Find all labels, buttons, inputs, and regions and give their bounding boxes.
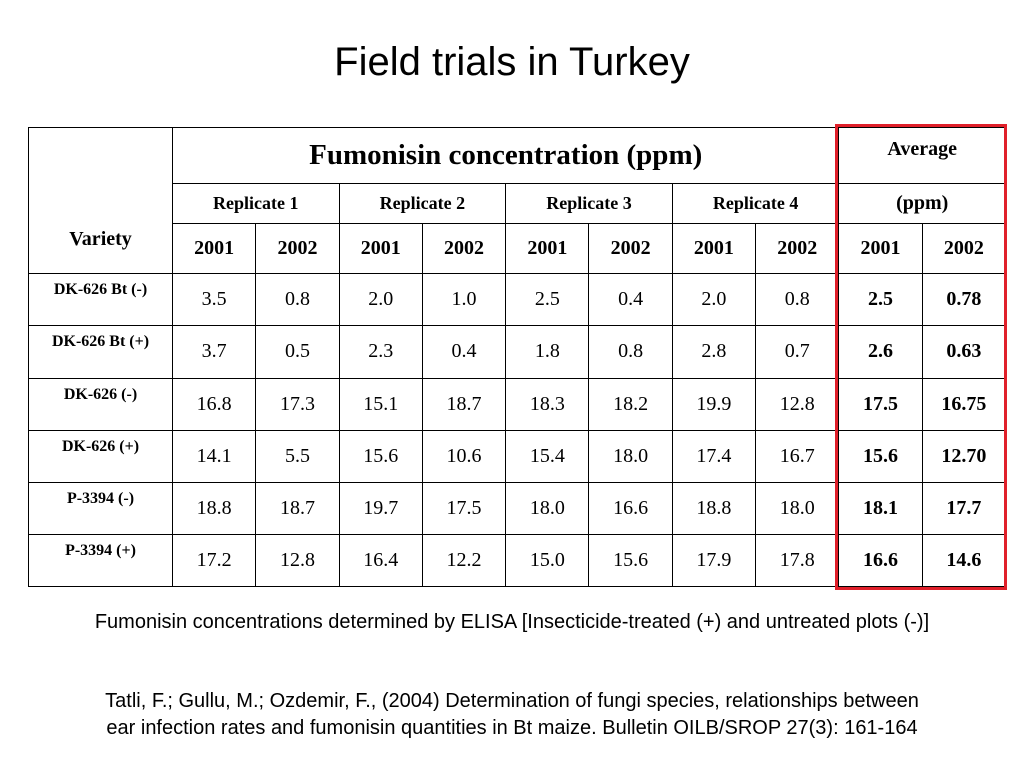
table-row: DK-626 Bt (+) 3.7 0.5 2.3 0.4 1.8 0.8 2.8 0.7 2.6…	[28, 325, 1006, 379]
value-cell: 18.2	[588, 377, 673, 431]
value-cell: 2.3	[338, 325, 423, 379]
value-cell: 18.0	[505, 481, 590, 535]
variety-name: DK-626 Bt (-)	[28, 273, 173, 327]
value-cell: 17.9	[671, 533, 757, 588]
value-cell: 17.5	[421, 481, 507, 535]
replicate-header: Replicate 2	[338, 183, 507, 225]
value-cell: 18.7	[421, 377, 507, 431]
value-cell: 2.0	[671, 273, 757, 327]
variety-name: P-3394 (-)	[28, 481, 173, 535]
year-header: 2002	[921, 223, 1006, 275]
value-cell: 3.5	[171, 273, 257, 327]
value-cell: 18.8	[171, 481, 257, 535]
table-row: DK-626 (+) 14.1 5.5 15.6 10.6 15.4 18.0 17.4 16.…	[28, 429, 1006, 483]
average-cell: 15.6	[838, 429, 923, 483]
value-cell: 3.7	[171, 325, 257, 379]
value-cell: 17.4	[671, 429, 757, 483]
year-header: 2001	[505, 223, 590, 275]
value-cell: 0.4	[588, 273, 673, 327]
year-header: 2001	[171, 223, 257, 275]
table-caption: Fumonisin concentrations determined by E…	[94, 611, 930, 633]
value-cell: 2.5	[505, 273, 590, 327]
value-cell: 0.8	[755, 273, 840, 327]
average-cell: 12.70	[921, 429, 1006, 483]
value-cell: 18.0	[755, 481, 840, 535]
value-cell: 0.8	[255, 273, 340, 327]
value-cell: 18.8	[671, 481, 757, 535]
value-cell: 0.4	[421, 325, 507, 379]
value-cell: 15.0	[505, 533, 590, 588]
value-cell: 16.7	[755, 429, 840, 483]
slide-title: Field trials in Turkey	[334, 40, 690, 84]
value-cell: 2.0	[338, 273, 423, 327]
average-cell: 2.5	[838, 273, 923, 327]
value-cell: 17.3	[255, 377, 340, 431]
average-cell: 0.78	[921, 273, 1006, 327]
average-header: Average	[838, 126, 1006, 185]
value-cell: 15.1	[338, 377, 423, 431]
value-cell: 16.8	[171, 377, 257, 431]
reference-citation: Tatli, F.; Gullu, M.; Ozdemir, F., (2004…	[0, 688, 1024, 742]
replicate-header: Replicate 4	[671, 183, 840, 225]
concentration-header: Fumonisin concentration (ppm)	[171, 126, 840, 185]
average-cell: 18.1	[838, 481, 923, 535]
value-cell: 5.5	[255, 429, 340, 483]
value-cell: 10.6	[421, 429, 507, 483]
year-header: 2002	[588, 223, 673, 275]
value-cell: 0.8	[588, 325, 673, 379]
table-row: DK-626 Bt (-) 3.5 0.8 2.0 1.0 2.5 0.4 2.0 0.8 2.5…	[28, 273, 1006, 327]
variety-header: Variety	[28, 126, 173, 275]
average-cell: 17.7	[921, 481, 1006, 535]
average-unit: (ppm)	[838, 183, 1006, 225]
value-cell: 16.4	[338, 533, 423, 588]
value-cell: 18.0	[588, 429, 673, 483]
table-row: P-3394 (+) 17.2 12.8 16.4 12.2 15.0 15.6 17.9 17…	[28, 533, 1006, 588]
year-header: 2002	[255, 223, 340, 275]
average-cell: 0.63	[921, 325, 1006, 379]
year-header: 2001	[838, 223, 923, 275]
reference-line: Tatli, F.; Gullu, M.; Ozdemir, F., (2004…	[105, 690, 919, 712]
reference-line: ear infection rates and fumonisin quanti…	[106, 717, 918, 739]
year-header: 2002	[421, 223, 507, 275]
variety-name: P-3394 (+)	[28, 533, 173, 588]
average-cell: 17.5	[838, 377, 923, 431]
table-row: DK-626 (-) 16.8 17.3 15.1 18.7 18.3 18.2 19.9 12…	[28, 377, 1006, 431]
average-cell: 16.6	[838, 533, 923, 588]
value-cell: 18.3	[505, 377, 590, 431]
value-cell: 19.7	[338, 481, 423, 535]
value-cell: 2.8	[671, 325, 757, 379]
fumonisin-table: Variety Fumonisin concentration (ppm) Av…	[28, 126, 1006, 588]
value-cell: 18.7	[255, 481, 340, 535]
table-body: DK-626 Bt (-) 3.5 0.8 2.0 1.0 2.5 0.4 2.0 0.8 2.5…	[28, 273, 1006, 588]
year-header: 2002	[755, 223, 840, 275]
value-cell: 19.9	[671, 377, 757, 431]
value-cell: 12.2	[421, 533, 507, 588]
replicate-header: Replicate 3	[505, 183, 673, 225]
value-cell: 15.4	[505, 429, 590, 483]
year-row: 2001 2002 2001 2002 2001 2002 2001 2002 2001 2002	[29, 223, 1006, 275]
year-header: 2001	[671, 223, 757, 275]
year-header: 2001	[338, 223, 423, 275]
value-cell: 16.6	[588, 481, 673, 535]
value-cell: 17.2	[171, 533, 257, 588]
value-cell: 12.8	[755, 377, 840, 431]
value-cell: 1.8	[505, 325, 590, 379]
variety-name: DK-626 Bt (+)	[28, 325, 173, 379]
average-cell: 16.75	[921, 377, 1006, 431]
value-cell: 1.0	[421, 273, 507, 327]
value-cell: 12.8	[255, 533, 340, 588]
value-cell: 17.8	[755, 533, 840, 588]
value-cell: 0.7	[755, 325, 840, 379]
replicate-header: Replicate 1	[172, 183, 340, 225]
average-cell: 14.6	[921, 533, 1006, 588]
average-cell: 2.6	[838, 325, 923, 379]
value-cell: 0.5	[255, 325, 340, 379]
table-row: P-3394 (-) 18.8 18.7 19.7 17.5 18.0 16.6 18.8 18…	[28, 481, 1006, 535]
value-cell: 14.1	[171, 429, 257, 483]
value-cell: 15.6	[338, 429, 423, 483]
variety-name: DK-626 (-)	[28, 377, 173, 431]
variety-name: DK-626 (+)	[28, 429, 173, 483]
value-cell: 15.6	[588, 533, 673, 588]
